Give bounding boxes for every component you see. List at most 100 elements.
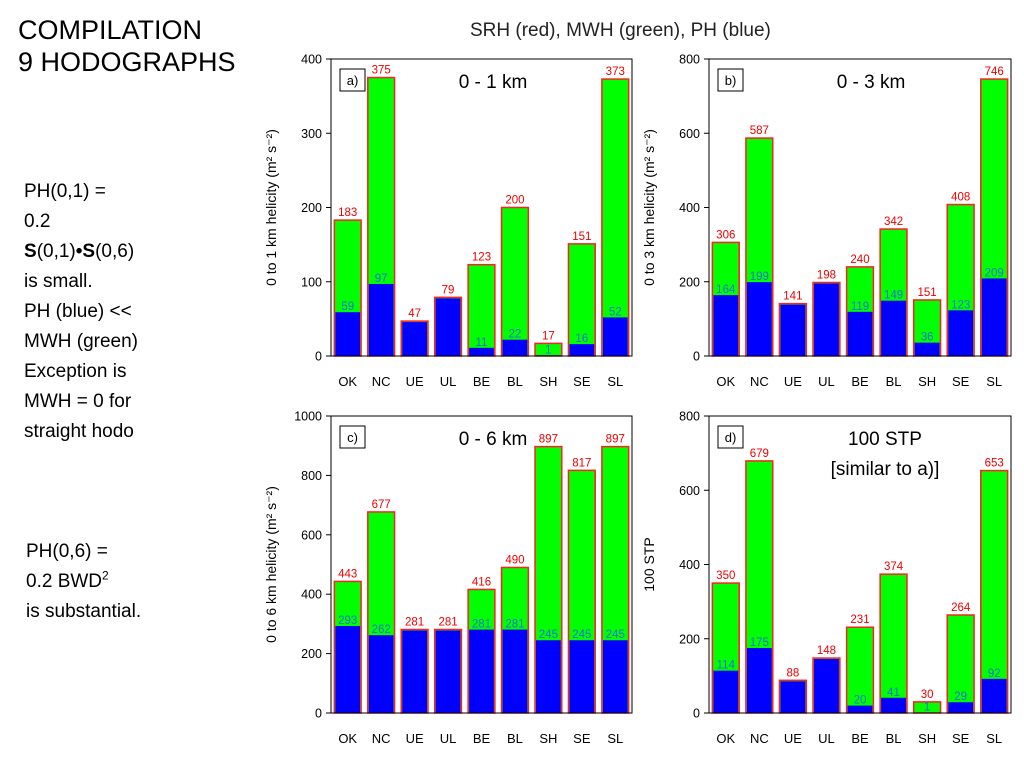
chart-4-ph-label-bl: 41: [887, 687, 900, 699]
chart-2-x-tick-sl: SL: [986, 374, 1002, 389]
note-partial-helicity-0-1: PH(0,1) = 0.2 S(0,1)•S(0,6) is small. PH…: [24, 177, 138, 447]
chart-1-ph-bar-nc: [368, 283, 394, 356]
chart-2-x-tick-se: SE: [952, 374, 970, 389]
chart-1-y-tick-label-300: 300: [301, 127, 322, 141]
chart-1-srh-label-be: 123: [472, 252, 491, 264]
chart-1-x-tick-ue: UE: [406, 374, 424, 389]
chart-3-srh-label-se: 817: [572, 457, 591, 469]
chart-4-srh-label-sh: 30: [921, 689, 934, 701]
chart-3-frame: [330, 415, 633, 714]
slide-title-line2: 9 HODOGRAPHS: [18, 47, 236, 77]
chart-1-srh-bar-be: [467, 263, 496, 357]
chart-3-ph-bar-ue: [402, 630, 427, 713]
chart-2-annotation-line-1: 0 - 3 km: [837, 72, 906, 93]
figure-title: SRH (red), MWH (green), PH (blue): [470, 20, 771, 41]
chart-2-ph-bar-be: [847, 311, 873, 356]
chart-1-y-tick-label-200: 200: [301, 201, 322, 215]
chart-1-srh-label-ok: 183: [338, 207, 357, 219]
chart-3-y-tick-label-400: 400: [301, 588, 322, 602]
chart-4-ph-label-nc: 175: [750, 637, 769, 649]
chart-2-y-tick-label-400: 400: [679, 201, 700, 215]
chart-4-ph-bar-sl: [981, 678, 1007, 713]
chart-4-panel-label: d): [725, 430, 737, 445]
chart-3-srh-label-sl: 897: [606, 434, 625, 446]
note1-line4: is small.: [24, 271, 93, 292]
chart-2-ph-label-sl: 209: [985, 267, 1004, 279]
chart-3-ph-label-sh: 245: [539, 629, 558, 641]
note1-line8: MWH = 0 for: [24, 391, 132, 412]
note1-line6: MWH (green): [24, 331, 139, 352]
chart-2-srh-label-nc: 587: [750, 125, 769, 137]
chart-3-y-tick-label-800: 800: [301, 469, 322, 483]
chart-3-x-tick-sh: SH: [539, 731, 557, 746]
chart-2-srh-label-be: 240: [850, 254, 869, 266]
chart-2-x-tick-ul: UL: [818, 374, 835, 389]
chart-2-x-tick-nc: NC: [750, 374, 769, 389]
chart-3-x-tick-sl: SL: [607, 731, 623, 746]
chart-4-x-tick-be: BE: [851, 731, 869, 746]
chart-3-annotation-line-1: 0 - 6 km: [459, 429, 528, 450]
chart-2-y-axis-label: 0 to 3 km helicity (m² s⁻²): [641, 129, 657, 286]
chart-3-x-tick-ok: OK: [338, 731, 357, 746]
chart-3-panel-label-box: [339, 425, 366, 449]
note-partial-helicity-0-6: PH(0,6) = 0.2 BWD2 is substantial.: [26, 537, 141, 627]
note1-line9: straight hodo: [24, 421, 134, 442]
chart-4-ph-label-sh: 1: [924, 702, 930, 714]
chart-1-x-tick-ok: OK: [338, 374, 357, 389]
chart-3-srh-label-sh: 897: [539, 434, 558, 446]
chart-2-panel-label-box: [717, 68, 744, 92]
chart-3-srh-label-nc: 677: [372, 499, 391, 511]
chart-2-y-tick-label-0: 0: [693, 350, 700, 364]
chart-2-srh-label-se: 408: [951, 192, 970, 204]
chart-1-y-tick-label-0: 0: [315, 350, 322, 364]
chart-2-ph-label-nc: 199: [750, 271, 769, 283]
chart-3-y-tick-label-0: 0: [315, 707, 322, 721]
chart-3-y-tick-label-600: 600: [301, 528, 322, 542]
chart-3-ph-bar-bl: [502, 629, 528, 713]
note2-line3: is substantial.: [26, 601, 142, 622]
chart-2-ph-bar-sh: [914, 342, 940, 356]
chart-2-srh-label-bl: 342: [884, 216, 903, 228]
chart-2-ph-label-se: 123: [951, 299, 970, 311]
chart-3-x-tick-bl: BL: [507, 731, 523, 746]
chart-2-srh-label-sl: 746: [985, 66, 1004, 78]
chart-2-y-tick-label-600: 600: [679, 127, 700, 141]
chart-4-ph-bar-ul: [814, 659, 839, 713]
slide-title: COMPILATION 9 HODOGRAPHS: [18, 14, 236, 78]
chart-1-x-tick-se: SE: [573, 374, 591, 389]
chart-4-ph-bar-bl: [881, 697, 906, 713]
chart-3-ph-bar-nc: [368, 635, 394, 713]
chart-1-ph-bar-se: [569, 344, 595, 356]
chart-3-ph-label-bl: 281: [505, 619, 524, 631]
chart-4-ph-label-be: 20: [854, 695, 867, 707]
chart-2-ph-bar-nc: [746, 282, 772, 356]
chart-1-ph-label-se: 16: [575, 333, 588, 345]
chart-2-x-tick-be: BE: [851, 374, 869, 389]
chart-1-x-tick-nc: NC: [372, 374, 391, 389]
chart-1-ph-label-be: 11: [476, 337, 488, 349]
chart-1-y-tick-label-100: 100: [301, 275, 322, 289]
chart-4-ph-label-ok: 114: [717, 660, 736, 672]
chart-2-panel-label: b): [725, 73, 737, 88]
chart-4-srh-bar-se: [946, 614, 975, 714]
chart-3-x-tick-ue: UE: [406, 731, 424, 746]
chart-2-ph-bar-se: [948, 310, 974, 356]
note2-line2: 0.2 BWD2: [26, 568, 109, 592]
chart-4-ph-bar-nc: [746, 648, 772, 713]
chart-2-ph-label-ok: 164: [716, 284, 736, 296]
chart-4-x-tick-ok: OK: [716, 731, 735, 746]
chart-3-srh-label-ue: 281: [405, 617, 424, 629]
chart-1-annotation-line-1: 0 - 1 km: [459, 72, 528, 93]
chart-2-y-tick-label-800: 800: [679, 53, 700, 67]
chart-4-y-tick-label-600: 600: [679, 484, 700, 498]
chart-4-x-tick-sl: SL: [986, 731, 1002, 746]
chart-4-x-tick-se: SE: [952, 731, 970, 746]
chart-1-ph-bar-ue: [402, 322, 427, 356]
chart-3-x-tick-nc: NC: [372, 731, 391, 746]
chart-2-ph-bar-bl: [881, 300, 906, 356]
chart-1-srh-label-ue: 47: [408, 308, 421, 320]
note1-line5: PH (blue) <<: [24, 301, 132, 322]
chart-3-ph-label-ok: 293: [338, 615, 357, 627]
chart-2-y-tick-label-200: 200: [679, 275, 700, 289]
chart-4-ph-bar-ue: [780, 681, 806, 713]
